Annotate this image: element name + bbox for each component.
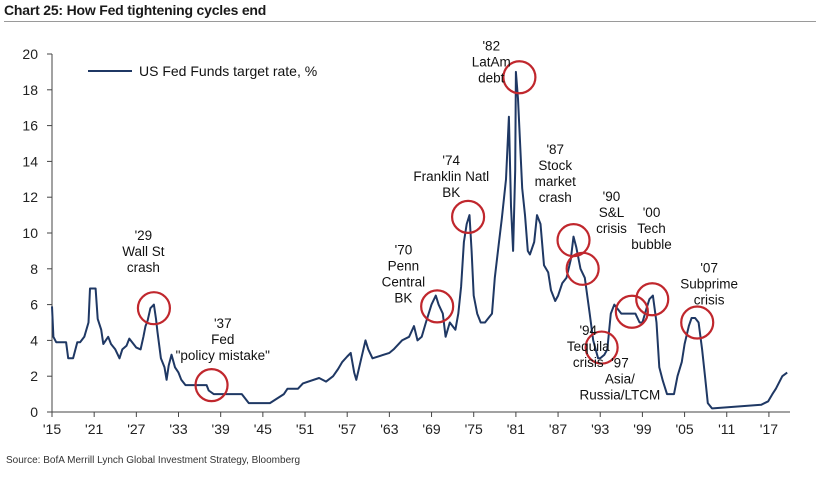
x-tick-label: '39 [212, 421, 230, 437]
event-circle [635, 282, 670, 317]
title-divider [4, 21, 816, 22]
event-circle [614, 294, 649, 329]
y-tick-label: 14 [22, 153, 38, 169]
event-circle [680, 305, 715, 340]
x-tick-label: '81 [507, 421, 525, 437]
annotation-label: '97 Asia/Russia/LTCM [580, 355, 661, 402]
x-tick-label: '99 [633, 421, 651, 437]
x-tick-label: '05 [675, 421, 693, 437]
event-circle [450, 199, 486, 234]
annotation-label: '74 Franklin Natl BK [413, 153, 489, 200]
series-line [51, 70, 788, 410]
legend-label: US Fed Funds target rate, % [139, 63, 317, 79]
annotation-label: '87 Stock market crash [535, 142, 577, 205]
annotation-label: '07 Subprime crisis [680, 260, 738, 307]
x-tick-label: '33 [169, 421, 187, 437]
x-tick-label: '87 [549, 421, 567, 437]
annotation-label: '00 Tech bubble [631, 205, 672, 252]
x-axis: '15 '21 '27 '33 '39 '45 '51 '57 '63 '69 '75 '81 '87 '… [43, 411, 790, 437]
y-tick-label: 18 [22, 82, 38, 98]
y-tick-label: 4 [30, 332, 38, 348]
event-circle [502, 60, 537, 95]
annotation-label: '29 Wall St crash [122, 228, 165, 275]
event-circle [584, 330, 619, 365]
event-circle [420, 289, 455, 324]
x-tick-label: '75 [465, 421, 483, 437]
y-tick-label: 10 [22, 225, 38, 241]
annotation-label: '90 S&L crisis [596, 189, 627, 236]
chart-legend: US Fed Funds target rate, % [88, 63, 317, 79]
x-tick-label: '27 [127, 421, 145, 437]
series-group [51, 70, 788, 410]
x-tick-label: '21 [85, 421, 103, 437]
y-tick-label: 12 [22, 189, 38, 205]
x-tick-label: '11 [718, 421, 735, 437]
x-tick-label: '57 [338, 421, 356, 437]
x-tick-label: '63 [380, 421, 398, 437]
x-tick-label: '15 [43, 421, 61, 437]
y-tick-label: 8 [30, 261, 38, 277]
annotation-label: '82 LatAm debt [472, 38, 511, 85]
source-note: Source: BofA Merrill Lynch Global Invest… [6, 455, 301, 466]
x-tick-label: '69 [422, 421, 440, 437]
x-tick-label: '17 [760, 421, 778, 437]
y-axis: 0 2 4 6 8 10 12 14 16 18 20 [22, 46, 53, 420]
x-tick-label: '51 [296, 421, 314, 437]
event-circles [136, 60, 715, 403]
x-tick-label: '93 [591, 421, 609, 437]
y-tick-label: 20 [22, 46, 38, 62]
y-tick-label: 2 [30, 368, 38, 384]
event-circle [136, 291, 172, 326]
x-tick-label: '45 [254, 421, 272, 437]
event-annotations: '29 Wall St crash '37 Fed "policy mistake" '70… [122, 38, 738, 402]
annotation-label: '94 Tequila crisis [567, 323, 610, 370]
y-tick-label: 6 [30, 297, 38, 313]
annotation-label: '70 Penn Central BK [382, 242, 426, 305]
chart-title: Chart 25: How Fed tightening cycles end [4, 2, 267, 18]
event-circle [194, 368, 229, 403]
event-circle [565, 251, 600, 286]
y-tick-label: 0 [30, 404, 38, 420]
annotation-label: '37 Fed "policy mistake" [176, 316, 271, 363]
y-tick-label: 16 [22, 118, 38, 134]
